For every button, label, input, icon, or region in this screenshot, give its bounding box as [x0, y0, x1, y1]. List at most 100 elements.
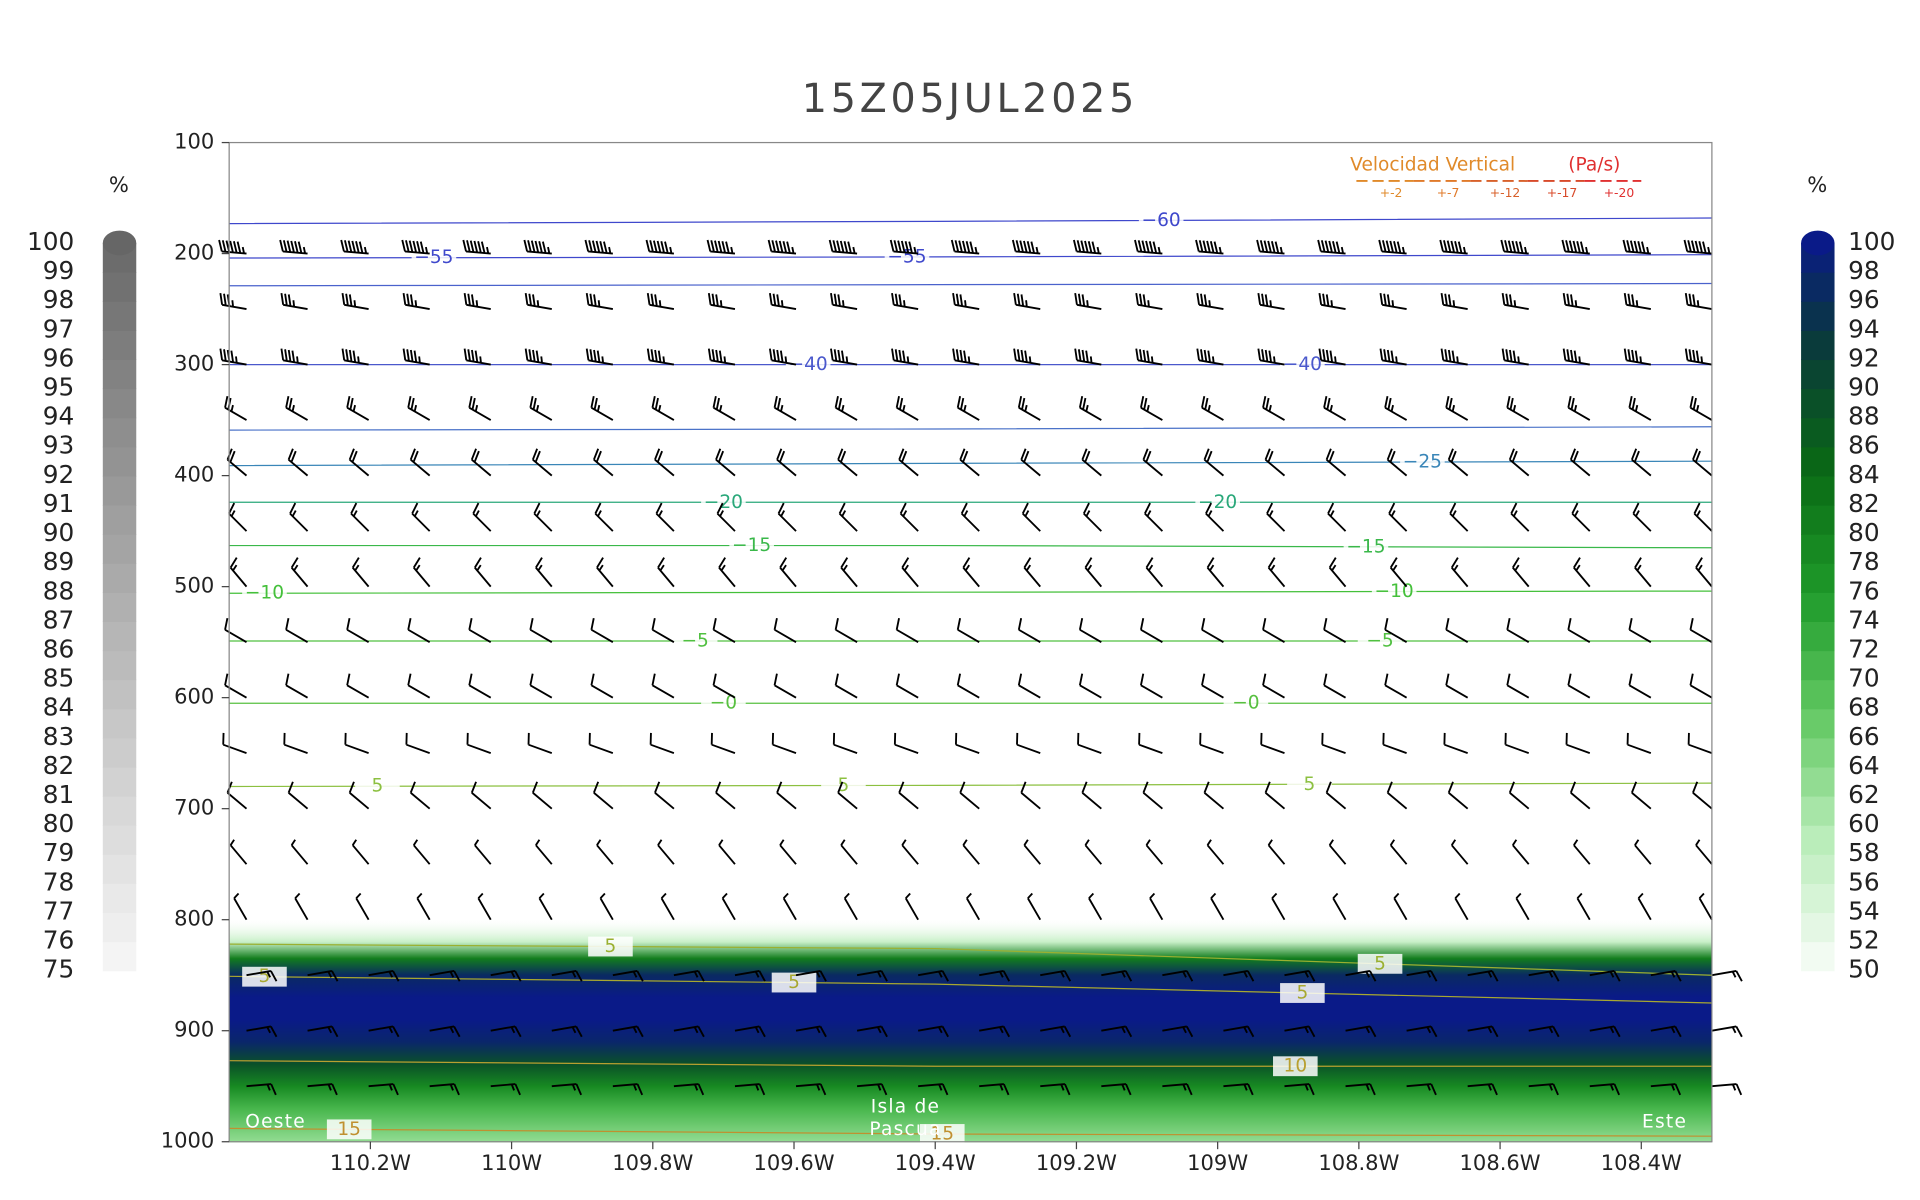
wind-barb — [918, 1083, 949, 1096]
wind-barb — [901, 839, 919, 865]
wind-barb — [1210, 892, 1225, 921]
wind-barb — [707, 348, 736, 366]
colorbar-band — [102, 388, 137, 419]
wind-barb — [1271, 892, 1286, 921]
contour-label-bg — [1280, 354, 1325, 375]
colorbar-label: 62 — [1848, 780, 1880, 809]
wind-barb — [1562, 348, 1590, 366]
wind-barb — [1142, 448, 1163, 477]
wind-barb — [1267, 839, 1286, 865]
wind-barb — [734, 1083, 766, 1096]
contour-label: −0 — [710, 693, 737, 714]
colorbar-label: 75 — [43, 955, 75, 984]
colorbar-band — [102, 796, 137, 826]
colorbar-label: 86 — [1848, 431, 1880, 460]
wind-barb — [1384, 673, 1408, 699]
wind-barb — [1589, 969, 1621, 982]
wind-barb — [1630, 781, 1652, 810]
wind-barb — [416, 892, 431, 921]
wind-barb — [1569, 781, 1591, 810]
wind-barb — [1084, 839, 1103, 865]
chart-title: 15Z05JUL2025 — [802, 76, 1138, 122]
wind-barb — [1135, 348, 1163, 366]
x-tick-label: 108.8W — [1318, 1150, 1399, 1175]
wind-barb — [777, 502, 797, 532]
humidity-band — [229, 997, 1712, 1021]
colorbar-band — [1801, 883, 1835, 914]
annotation-center: Isla de — [871, 1097, 940, 1118]
wind-barb — [1406, 1083, 1437, 1096]
x-tick-label: 108.4W — [1601, 1150, 1682, 1175]
colorbar-band — [102, 650, 137, 681]
wind-barb — [715, 781, 736, 810]
contour-label: −25 — [1403, 452, 1442, 473]
wind-barb — [466, 732, 492, 755]
wind-barb — [590, 618, 614, 643]
wind-barb — [773, 618, 797, 643]
wind-barb — [718, 839, 736, 865]
colorbar-band — [1801, 766, 1835, 797]
wind-barb — [645, 239, 674, 255]
wind-barb — [612, 1083, 644, 1096]
wind-barb — [1078, 618, 1102, 643]
wind-barb — [895, 673, 919, 699]
contour-label: 5 — [1304, 774, 1316, 795]
colorbar-label: 88 — [43, 576, 75, 605]
humidity-band — [229, 1108, 1712, 1143]
wind-barb — [966, 892, 981, 921]
colorbar-band — [102, 504, 137, 535]
wind-barb — [470, 448, 492, 477]
x-tick-label: 110W — [481, 1150, 542, 1175]
wind-barb — [1323, 396, 1347, 421]
y-tick-label: 600 — [174, 684, 214, 709]
annotation-west: Oeste — [245, 1111, 306, 1132]
wind-barb — [1683, 239, 1712, 255]
humidity-band — [229, 1019, 1712, 1043]
wind-barb — [1467, 1083, 1498, 1096]
y-tick-label: 400 — [174, 462, 214, 487]
wind-barb — [538, 892, 553, 921]
wind-barb — [407, 673, 431, 699]
wind-barb — [1134, 239, 1163, 255]
contour-label: −10 — [1375, 581, 1414, 602]
wind-barb — [1081, 448, 1102, 477]
wind-barb — [1567, 673, 1591, 699]
wind-barb — [1445, 396, 1469, 421]
contour-label-bg — [1357, 631, 1403, 651]
colorbar-label: 96 — [43, 343, 75, 372]
contour-line — [229, 975, 1712, 1004]
y-tick-label: 1000 — [161, 1128, 215, 1153]
wind-barb — [355, 892, 370, 921]
contour-label-bg — [1138, 210, 1184, 231]
wind-barb — [856, 969, 888, 982]
colorbar-band — [102, 941, 137, 972]
wind-barb — [1196, 293, 1224, 311]
wind-barb — [1684, 348, 1713, 366]
wind-barb — [838, 502, 858, 532]
colorbar-label: 60 — [1848, 809, 1880, 838]
contour-label: 5 — [1296, 983, 1308, 1004]
colorbar-label: 54 — [1848, 896, 1880, 925]
wind-barb — [1501, 348, 1529, 366]
wind-barb — [893, 732, 919, 755]
humidity-band — [229, 919, 1712, 943]
colorbar-band — [1801, 796, 1835, 826]
wind-barb — [979, 1025, 1011, 1038]
wind-barb — [959, 448, 980, 477]
wind-barb — [1445, 673, 1469, 699]
wind-barb — [1567, 618, 1591, 643]
wind-barb — [409, 781, 431, 810]
wind-barb — [1711, 1025, 1743, 1038]
colorbar — [1801, 230, 1835, 972]
colorbar-band — [102, 446, 137, 477]
wind-barb — [551, 1083, 582, 1096]
wind-barb — [657, 557, 675, 588]
colorbar-label: 96 — [1848, 285, 1880, 314]
x-tick-label: 109.4W — [895, 1150, 976, 1175]
wind-barb — [368, 969, 400, 982]
wind-barb — [1515, 892, 1530, 921]
wind-barb — [596, 839, 614, 865]
wind-barb — [1284, 1083, 1315, 1096]
wind-barb — [1389, 557, 1408, 588]
wind-barb — [429, 1083, 460, 1096]
